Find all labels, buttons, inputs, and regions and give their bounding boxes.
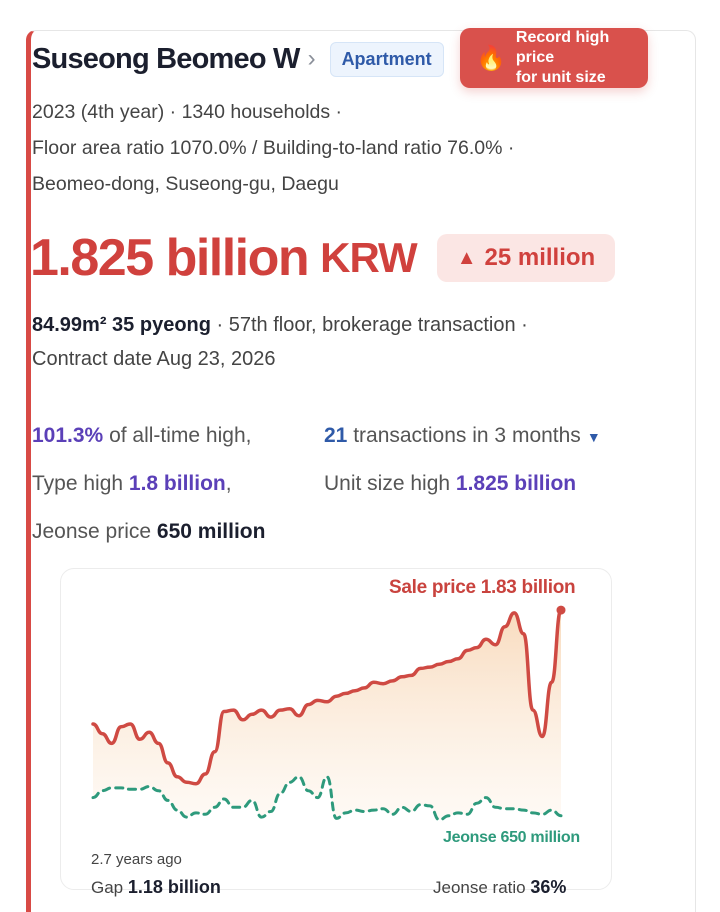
gap-label: Gap — [91, 878, 128, 897]
transactions-toggle[interactable]: 21 transactions in 3 months ▼ — [324, 424, 601, 448]
period-label: 2.7 years ago — [91, 851, 182, 868]
up-triangle-icon: ▲ — [456, 246, 477, 269]
price-currency: KRW — [320, 234, 418, 281]
stats-row-1: 101.3% of all-time high, — [32, 424, 251, 448]
price-chart-svg — [91, 605, 566, 822]
ratio-value: 36% — [530, 877, 567, 897]
price-change-badge: ▲ 25 million — [436, 234, 616, 282]
transaction-count: 21 — [324, 424, 348, 447]
property-meta: 2023 (4th year) · 1340 households · Floo… — [32, 94, 514, 202]
sale-price: 1.825 billion — [30, 229, 310, 287]
type-high-comma: , — [225, 472, 232, 495]
transaction-label: transactions in 3 months — [347, 424, 581, 447]
chevron-right-icon[interactable]: › — [307, 44, 316, 72]
ath-percent: 101.3% — [32, 424, 104, 447]
jeonse-ratio-summary: Jeonse ratio 36% — [433, 877, 566, 898]
record-high-badge: 🔥 Record high price for unit size — [460, 28, 648, 88]
jeonse-series-label: Jeonse 650 million — [443, 829, 580, 846]
meta-year-households: 2023 (4th year) · 1340 households · — [32, 101, 343, 123]
caret-down-icon[interactable]: ▼ — [586, 429, 601, 445]
transaction-detail: 84.99m² 35 pyeong · 57th floor, brokerag… — [32, 308, 528, 376]
gap-value: 1.18 billion — [127, 877, 221, 897]
contract-date: Contract date Aug 23, 2026 — [32, 348, 276, 370]
type-high-label: Type high — [32, 472, 129, 495]
sale-price-label: Sale price 1.83 billion — [389, 577, 576, 598]
record-badge-line2: for unit size — [515, 69, 606, 86]
unit-size-high: Unit size high 1.825 billion — [324, 472, 576, 496]
floor-info: · 57th floor, brokerage transaction · — [210, 314, 528, 336]
price-change-value: 25 million — [484, 244, 596, 271]
fire-icon: 🔥 — [476, 44, 506, 72]
apartment-title[interactable]: Suseong Beomeo W — [32, 43, 300, 75]
jeonse-label: Jeonse price — [32, 520, 157, 543]
price-row: 1.825 billion KRW ▲ 25 million — [30, 228, 616, 288]
price-chart: Sale price 1.83 billion Jeonse 650 milli… — [60, 568, 612, 897]
title-row[interactable]: Suseong Beomeo W › Apartment — [32, 42, 444, 77]
jeonse-value: 650 million — [156, 520, 266, 543]
property-type-tag: Apartment — [329, 42, 444, 77]
meta-address: Beomeo-dong, Suseong-gu, Daegu — [32, 173, 339, 195]
ath-label: of all-time high, — [103, 424, 252, 447]
sale-price-line — [91, 608, 563, 786]
unit-high-value: 1.825 billion — [455, 472, 577, 495]
type-high: Type high 1.8 billion, — [32, 472, 232, 496]
sale-price-endpoint — [556, 605, 566, 615]
record-badge-line1: Record high price — [515, 29, 610, 66]
ratio-label: Jeonse ratio — [433, 878, 531, 897]
meta-ratios: Floor area ratio 1070.0% / Building-to-l… — [32, 137, 515, 159]
jeonse-price: Jeonse price 650 million — [32, 520, 265, 544]
unit-high-label: Unit size high — [324, 472, 456, 495]
gap-summary: Gap 1.18 billion — [91, 877, 221, 898]
unit-size: 84.99m² 35 pyeong — [32, 314, 211, 336]
type-high-value: 1.8 billion — [128, 472, 226, 495]
